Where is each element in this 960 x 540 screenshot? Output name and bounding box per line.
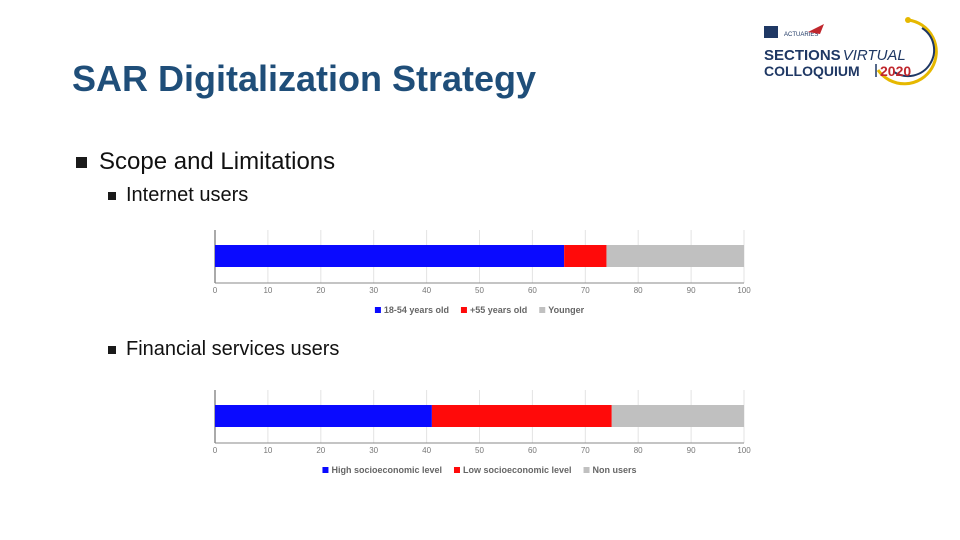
x-tick-label: 40 <box>422 286 431 295</box>
logo-colloquium: COLLOQUIUM <box>764 63 860 79</box>
x-tick-label: 90 <box>687 286 696 295</box>
bullet-square-icon <box>108 191 116 200</box>
legend-swatch <box>374 307 381 313</box>
legend-swatch <box>539 307 546 313</box>
bar-segment <box>215 245 565 267</box>
x-tick-label: 70 <box>581 286 590 295</box>
bullet-internet-users: Internet users <box>108 184 248 207</box>
x-tick-label: 50 <box>475 286 484 295</box>
legend-item: Non users <box>583 465 637 475</box>
x-tick-label: 20 <box>316 446 325 455</box>
x-tick-label: 50 <box>475 446 484 455</box>
legend-swatch <box>460 307 467 313</box>
x-tick-label: 100 <box>737 286 751 295</box>
badge-text: ACTUARIES <box>784 32 818 38</box>
bullet-square-icon <box>108 345 116 354</box>
legend-item: Younger <box>539 305 585 315</box>
legend-swatch <box>322 467 329 473</box>
x-tick-label: 10 <box>263 446 272 455</box>
sections-virtual-colloquium-logo: ACTUARIES SECTIONS VIRTUAL COLLOQUIUM 202… <box>764 17 938 86</box>
bar-segment <box>431 405 612 427</box>
financial-services-chart: 0 10 20 30 40 50 60 70 80 90 100 High socioeconomic… <box>213 390 751 475</box>
internet-users-chart: 0 10 20 30 40 50 60 70 80 90 100 18-54 years old +55… <box>213 230 751 315</box>
x-tick-label: 60 <box>528 446 537 455</box>
bullet-square-icon <box>76 156 87 168</box>
bar-segment <box>611 405 744 427</box>
bar-segment <box>606 245 744 267</box>
bar-segment <box>564 245 607 267</box>
bullet-scope-text: Scope and Limitations <box>99 148 336 175</box>
bullet-financial-users: Financial services users <box>108 338 339 361</box>
x-tick-label: 70 <box>581 446 590 455</box>
bullet-internet-text: Internet users <box>126 184 249 206</box>
legend-item: Low socioeconomic level <box>453 465 572 475</box>
x-tick-label: 10 <box>263 286 272 295</box>
x-tick-label: 30 <box>369 286 378 295</box>
x-tick-label: 90 <box>687 446 696 455</box>
x-tick-label: 100 <box>737 446 751 455</box>
chart-legend: 18-54 years old +55 years old Younger <box>374 305 585 315</box>
legend-label: +55 years old <box>470 305 527 315</box>
logo-ring <box>876 17 938 86</box>
x-tick-label: 20 <box>316 286 325 295</box>
legend-label: Younger <box>548 305 584 315</box>
legend-swatch <box>453 467 460 473</box>
legend-item: High socioeconomic level <box>322 465 442 475</box>
soa-badge: ACTUARIES <box>764 24 824 38</box>
slide-title: SAR Digitalization Strategy <box>72 58 537 99</box>
x-tick-label: 0 <box>213 446 218 455</box>
legend-label: Low socioeconomic level <box>463 465 572 475</box>
logo-year: 2020 <box>880 63 911 79</box>
logo-virtual: VIRTUAL <box>843 47 906 64</box>
legend-label: High socioeconomic level <box>331 465 442 475</box>
x-tick-label: 0 <box>213 286 218 295</box>
legend-label: Non users <box>593 465 637 475</box>
x-tick-label: 80 <box>634 286 643 295</box>
x-tick-label: 40 <box>422 446 431 455</box>
x-tick-label: 30 <box>369 446 378 455</box>
bar-segment <box>215 405 432 427</box>
logo-sections: SECTIONS <box>764 47 841 64</box>
legend-swatch <box>583 467 590 473</box>
legend-item: 18-54 years old <box>374 305 449 315</box>
chart-legend: High socioeconomic level Low socioeconomi… <box>322 465 637 475</box>
x-tick-label: 80 <box>634 446 643 455</box>
bullet-financial-text: Financial services users <box>126 338 340 360</box>
bullet-scope: Scope and Limitations <box>76 148 335 176</box>
legend-label: 18-54 years old <box>384 305 449 315</box>
legend-item: +55 years old <box>460 305 527 315</box>
x-tick-label: 60 <box>528 286 537 295</box>
